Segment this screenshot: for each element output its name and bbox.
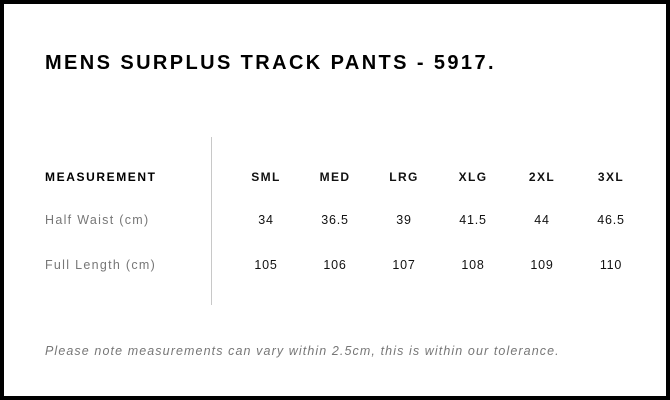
table-cell: 34 [258, 213, 274, 227]
table-cell: 39 [396, 213, 412, 227]
size-header: MED [319, 170, 351, 184]
size-header: 3XL [597, 170, 625, 184]
measurement-header: MEASUREMENT [45, 170, 157, 184]
table-cell: 36.5 [321, 213, 349, 227]
column-divider [211, 137, 212, 305]
row-label: Full Length (cm) [45, 258, 157, 272]
size-header: SML [251, 170, 281, 184]
table-cell: 108 [461, 258, 485, 272]
size-chart-card: MENS SURPLUS TRACK PANTS - 5917. MEASURE… [4, 4, 666, 396]
page-title: MENS SURPLUS TRACK PANTS - 5917. [45, 52, 496, 74]
table-cell: 106 [323, 258, 347, 272]
table-cell: 41.5 [459, 213, 487, 227]
table-cell: 44 [534, 213, 550, 227]
size-header: 2XL [528, 170, 556, 184]
table-cell: 107 [392, 258, 416, 272]
table-cell: 109 [530, 258, 554, 272]
row-label: Half Waist (cm) [45, 213, 150, 227]
table-cell: 46.5 [597, 213, 625, 227]
table-cell: 110 [599, 258, 623, 272]
table-cell: 105 [254, 258, 278, 272]
size-header: LRG [389, 170, 419, 184]
tolerance-note: Please note measurements can vary within… [45, 344, 560, 358]
size-header: XLG [458, 170, 488, 184]
